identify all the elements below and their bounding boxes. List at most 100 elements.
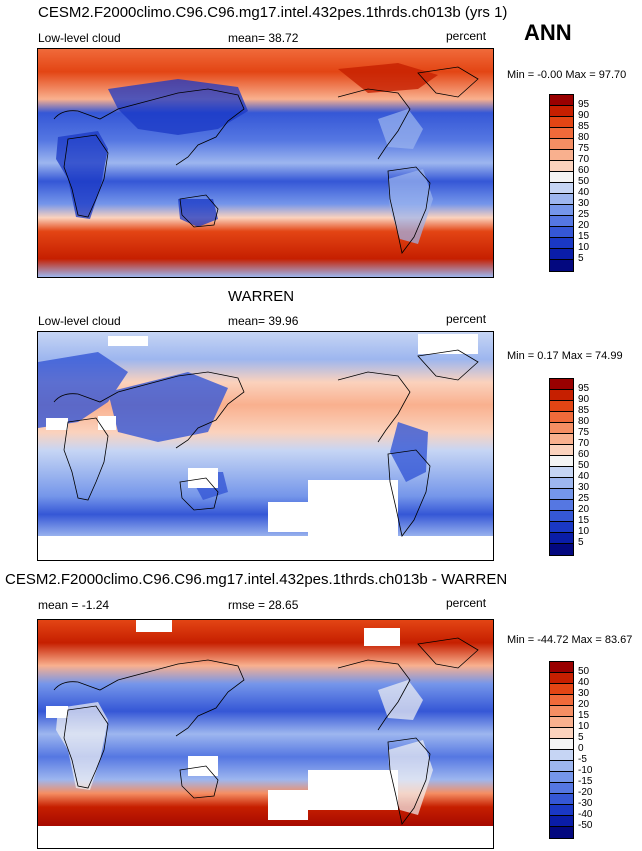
- colorbar-tick: 20: [578, 220, 590, 231]
- colorbar-cell: [550, 816, 573, 827]
- colorbar-tick: 30: [578, 198, 590, 209]
- colorbar-cell: [550, 544, 573, 555]
- colorbar-cell: [550, 128, 573, 139]
- colorbar-cell: [550, 194, 573, 205]
- colorbar-cell: [550, 117, 573, 128]
- colorbar-cell: [550, 423, 573, 434]
- colorbar-tick: 75: [578, 427, 590, 438]
- colorbar-tick: 30: [578, 688, 590, 699]
- panel-1-title: CESM2.F2000climo.C96.C96.mg17.intel.432p…: [38, 4, 508, 21]
- colorbar-tick: 0: [578, 743, 584, 754]
- colorbar-cell: [550, 172, 573, 183]
- colorbar-tick: 10: [578, 526, 590, 537]
- colorbar-tick: 85: [578, 121, 590, 132]
- season-label: ANN: [524, 20, 572, 45]
- colorbar-cell: [550, 456, 573, 467]
- panel-1-variable-label: Low-level cloud: [38, 31, 121, 45]
- colorbar-cell: [550, 750, 573, 761]
- colorbar-cell: [550, 379, 573, 390]
- colorbar-tick: 5: [578, 537, 584, 548]
- colorbar-tick: 10: [578, 242, 590, 253]
- colorbar-cell: [550, 761, 573, 772]
- colorbar-tick: 60: [578, 165, 590, 176]
- colorbar-cell: [550, 772, 573, 783]
- colorbar-cell: [550, 783, 573, 794]
- colorbar-cell: [550, 150, 573, 161]
- panel-2-colorbar-cells: [550, 379, 573, 555]
- colorbar-tick: -10: [578, 765, 593, 776]
- panel-1-colorbar-cells: [550, 95, 573, 271]
- colorbar-tick: 30: [578, 482, 590, 493]
- panel-2-map: [37, 331, 494, 561]
- panel-2-minmax: Min = 0.17 Max = 74.99: [507, 350, 623, 362]
- colorbar-cell: [550, 216, 573, 227]
- colorbar-tick: 15: [578, 231, 590, 242]
- colorbar-cell: [550, 489, 573, 500]
- colorbar-tick: 5: [578, 253, 584, 264]
- panel-2-colorbar: [549, 378, 574, 556]
- colorbar-tick: 80: [578, 132, 590, 143]
- colorbar-cell: [550, 511, 573, 522]
- colorbar-cell: [550, 662, 573, 673]
- colorbar-tick: 5: [578, 732, 584, 743]
- colorbar-cell: [550, 673, 573, 684]
- colorbar-tick: 75: [578, 143, 590, 154]
- colorbar-tick: 25: [578, 493, 590, 504]
- colorbar-cell: [550, 522, 573, 533]
- colorbar-cell: [550, 739, 573, 750]
- colorbar-cell: [550, 95, 573, 106]
- colorbar-tick: 95: [578, 383, 590, 394]
- colorbar-cell: [550, 139, 573, 150]
- colorbar-cell: [550, 533, 573, 544]
- colorbar-tick: -50: [578, 820, 593, 831]
- colorbar-tick: 95: [578, 99, 590, 110]
- colorbar-cell: [550, 695, 573, 706]
- colorbar-tick: 85: [578, 405, 590, 416]
- colorbar-tick: 10: [578, 721, 590, 732]
- colorbar-cell: [550, 183, 573, 194]
- colorbar-tick: -5: [578, 754, 587, 765]
- colorbar-cell: [550, 478, 573, 489]
- colorbar-tick: -20: [578, 787, 593, 798]
- panel-1-colorbar: [549, 94, 574, 272]
- colorbar-tick: 40: [578, 187, 590, 198]
- colorbar-cell: [550, 390, 573, 401]
- colorbar-tick: 15: [578, 515, 590, 526]
- colorbar-tick: 80: [578, 416, 590, 427]
- colorbar-cell: [550, 467, 573, 478]
- colorbar-cell: [550, 161, 573, 172]
- colorbar-cell: [550, 401, 573, 412]
- colorbar-tick: 70: [578, 154, 590, 165]
- panel-3-units-label: percent: [446, 596, 487, 610]
- colorbar-cell: [550, 249, 573, 260]
- colorbar-tick: 50: [578, 666, 590, 677]
- colorbar-cell: [550, 412, 573, 423]
- colorbar-tick: 90: [578, 110, 590, 121]
- colorbar-tick: 70: [578, 438, 590, 449]
- colorbar-tick: 50: [578, 176, 590, 187]
- panel-2-units-label: percent: [446, 312, 487, 326]
- panel-3-mean-label: mean = -1.24: [38, 598, 110, 612]
- colorbar-cell: [550, 434, 573, 445]
- panel-1-mean-label: mean= 38.72: [228, 31, 299, 45]
- colorbar-tick: 20: [578, 504, 590, 515]
- panel-3-rmse-label: rmse = 28.65: [228, 598, 299, 612]
- colorbar-cell: [550, 205, 573, 216]
- panel-3-minmax: Min = -44.72 Max = 83.67: [507, 634, 633, 646]
- panel-3-map: [37, 619, 494, 849]
- colorbar-tick: -15: [578, 776, 593, 787]
- panel-1-units-label: percent: [446, 29, 487, 43]
- colorbar-cell: [550, 717, 573, 728]
- colorbar-cell: [550, 260, 573, 271]
- colorbar-cell: [550, 500, 573, 511]
- colorbar-cell: [550, 684, 573, 695]
- colorbar-cell: [550, 238, 573, 249]
- panel-3-colorbar: [549, 661, 574, 839]
- colorbar-tick: 25: [578, 209, 590, 220]
- panel-3-title: CESM2.F2000climo.C96.C96.mg17.intel.432p…: [5, 571, 508, 588]
- colorbar-tick: -40: [578, 809, 593, 820]
- colorbar-cell: [550, 706, 573, 717]
- colorbar-cell: [550, 445, 573, 456]
- panel-1-minmax: Min = -0.00 Max = 97.70: [507, 69, 627, 81]
- colorbar-cell: [550, 728, 573, 739]
